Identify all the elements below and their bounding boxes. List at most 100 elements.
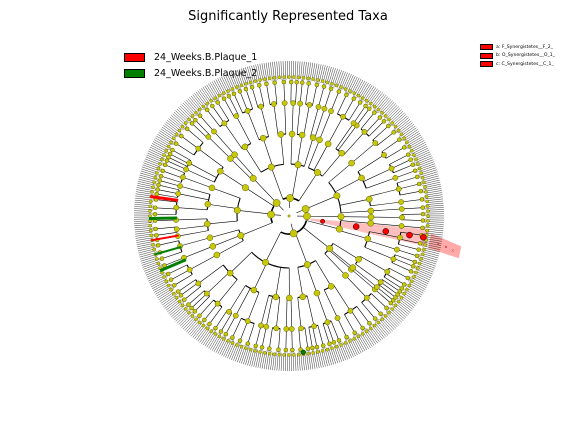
leaf-node bbox=[376, 107, 381, 112]
branch-line-309 bbox=[401, 225, 423, 229]
leaf-spoke bbox=[213, 80, 223, 96]
branch-line-251 bbox=[316, 292, 328, 323]
branch-line-3 bbox=[340, 210, 371, 214]
branch-line-263 bbox=[350, 310, 363, 329]
taxon-node-130 bbox=[155, 243, 161, 248]
taxon-node-178 bbox=[290, 347, 295, 353]
branch-line-44 bbox=[337, 125, 357, 151]
branch-line-96 bbox=[245, 89, 253, 110]
leaf-node bbox=[217, 334, 222, 339]
branch-line-265 bbox=[302, 226, 330, 249]
taxon-node-2 bbox=[367, 207, 375, 215]
leaf-spoke bbox=[138, 178, 156, 184]
leaf-spoke bbox=[150, 146, 166, 155]
leaf-spoke bbox=[408, 284, 424, 294]
leaf-node bbox=[209, 98, 214, 103]
taxon-node-221 bbox=[384, 268, 391, 275]
leaf-spoke bbox=[402, 127, 417, 138]
leaf-node bbox=[263, 77, 267, 81]
leaf-spoke bbox=[225, 74, 233, 91]
branch-line-152 bbox=[158, 184, 180, 191]
leaf-spoke bbox=[134, 199, 152, 203]
leaf-spoke bbox=[149, 148, 165, 157]
taxon-node-87 bbox=[193, 117, 198, 123]
branch-line-129 bbox=[181, 135, 199, 149]
leaf-spoke bbox=[160, 128, 176, 139]
leaf-spoke bbox=[400, 297, 415, 308]
taxon-node-128 bbox=[204, 220, 211, 228]
taxon-node-95 bbox=[173, 141, 179, 146]
branch-line-268 bbox=[345, 275, 368, 299]
taxon-node-4 bbox=[398, 199, 404, 205]
taxon-node-154 bbox=[202, 317, 207, 323]
branch-line-255 bbox=[330, 320, 340, 341]
taxon-node-141 bbox=[186, 266, 193, 273]
taxon-node-137 bbox=[209, 243, 217, 250]
branch-line-57 bbox=[291, 164, 299, 199]
leaf-spoke bbox=[140, 254, 157, 260]
leaf-node bbox=[320, 349, 325, 353]
taxon-node-177 bbox=[283, 326, 290, 332]
branch-line-123 bbox=[245, 187, 275, 207]
branch-line-94 bbox=[247, 110, 260, 140]
leaf-node bbox=[239, 83, 244, 88]
leaf-spoke bbox=[426, 198, 444, 202]
taxon-node-76 bbox=[233, 113, 240, 119]
branch-line-227 bbox=[275, 297, 281, 329]
leaf-node bbox=[407, 144, 412, 149]
leaf-spoke bbox=[296, 61, 299, 79]
taxon-node-222 bbox=[355, 256, 362, 263]
branch-line-99 bbox=[244, 146, 262, 173]
taxon-node-23 bbox=[348, 159, 355, 167]
branch-line-103 bbox=[228, 96, 239, 116]
branch-line-108 bbox=[212, 105, 225, 124]
taxon-node-144 bbox=[267, 210, 275, 219]
taxon-node-153 bbox=[197, 313, 202, 318]
branch-line-52 bbox=[343, 98, 355, 118]
leaf-node bbox=[174, 132, 179, 137]
taxon-node-45 bbox=[321, 105, 328, 112]
leaf-node bbox=[244, 82, 248, 86]
leaf-node bbox=[183, 307, 188, 311]
taxon-node-103 bbox=[217, 168, 224, 175]
leaf-spoke bbox=[412, 145, 428, 154]
taxon-node-219 bbox=[401, 282, 407, 287]
leaf-node bbox=[151, 185, 155, 189]
branch-group bbox=[155, 82, 423, 350]
taxon-node-205 bbox=[384, 305, 389, 311]
taxon-node-129 bbox=[233, 206, 241, 214]
leaf-spoke bbox=[426, 202, 444, 205]
leaf-spoke bbox=[395, 117, 409, 129]
leaf-spoke bbox=[150, 277, 166, 286]
leaf-node bbox=[230, 341, 235, 345]
taxon-node-118 bbox=[152, 211, 158, 217]
leaf-spoke bbox=[412, 277, 428, 286]
taxon-node-18 bbox=[381, 152, 387, 158]
leaf-spoke bbox=[349, 76, 358, 93]
taxon-node-115 bbox=[175, 190, 182, 197]
taxon-node-218 bbox=[399, 286, 405, 291]
leaf-spoke bbox=[135, 193, 153, 197]
leaf-spoke bbox=[184, 317, 197, 331]
leaf-node bbox=[162, 153, 166, 157]
branch-line-185 bbox=[170, 269, 190, 280]
taxon-node-37 bbox=[344, 92, 349, 98]
leaf-spoke bbox=[298, 353, 301, 371]
leaf-spoke bbox=[423, 179, 440, 185]
leaf-node bbox=[213, 332, 218, 336]
leaf-node bbox=[311, 351, 315, 355]
leaf-node bbox=[425, 199, 430, 204]
branch-line-133 bbox=[172, 149, 191, 161]
branch-line-256 bbox=[315, 260, 332, 287]
branch-line-225 bbox=[266, 296, 273, 327]
branch-line-54 bbox=[308, 139, 320, 168]
leaf-node bbox=[380, 317, 384, 322]
branch-line-80 bbox=[280, 134, 285, 165]
leaf-spoke bbox=[172, 307, 186, 319]
leaf-spoke bbox=[347, 75, 356, 92]
leaf-node bbox=[166, 283, 171, 288]
leaf-spoke bbox=[134, 230, 152, 233]
leaf-spoke bbox=[172, 113, 186, 126]
taxon-node-142 bbox=[213, 251, 221, 259]
leaf-node bbox=[360, 96, 365, 100]
